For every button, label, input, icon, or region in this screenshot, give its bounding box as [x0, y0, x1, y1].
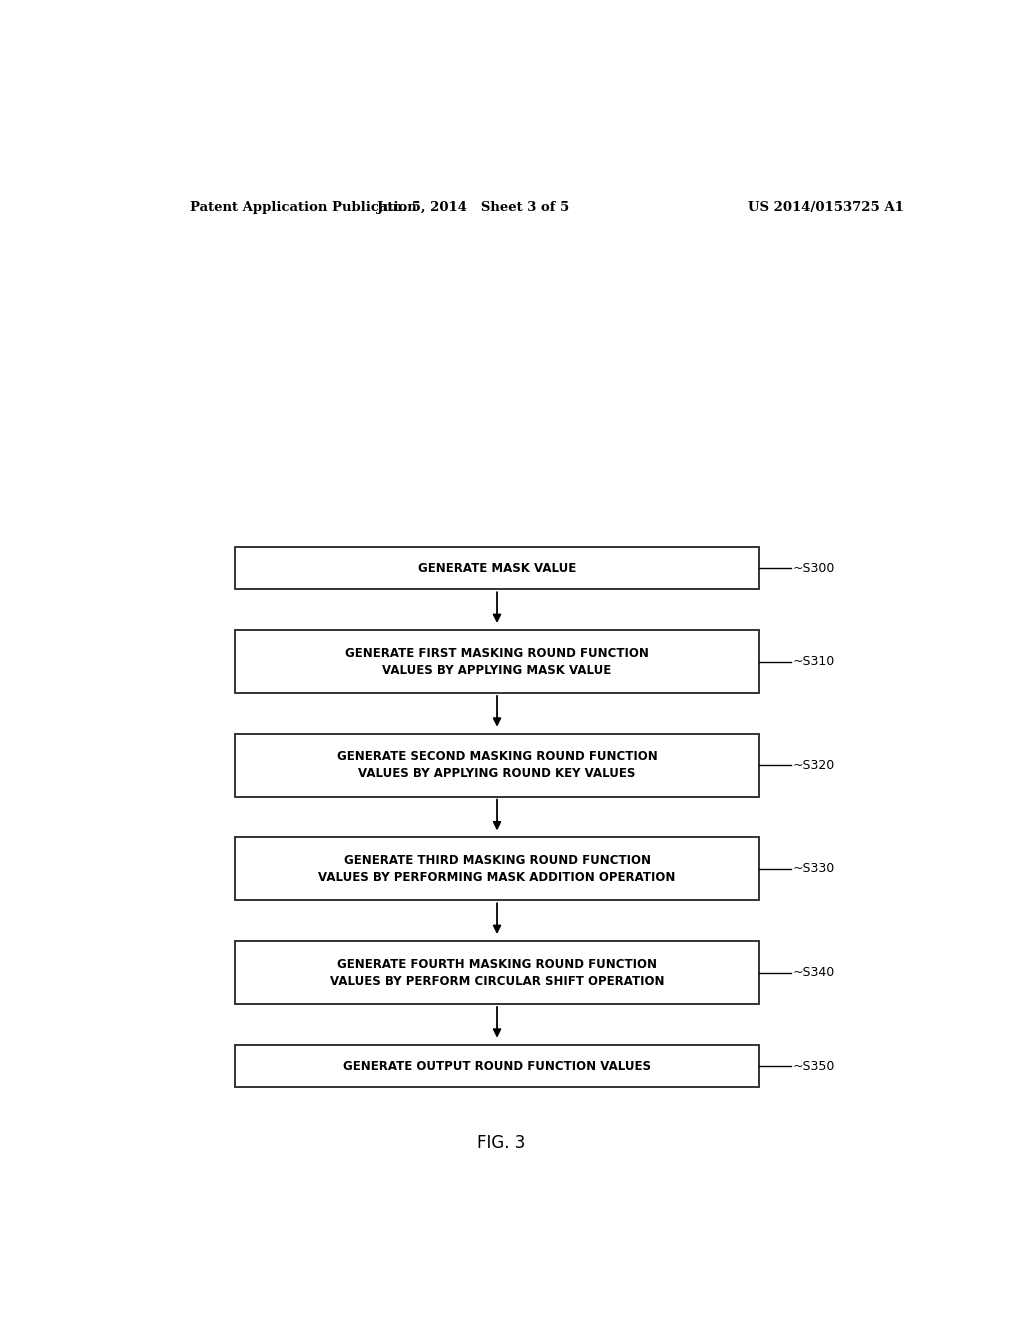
Bar — [236, 546, 759, 589]
Bar — [236, 1044, 759, 1088]
Text: FIG. 3: FIG. 3 — [477, 1134, 525, 1152]
Bar — [236, 837, 759, 900]
Text: GENERATE OUTPUT ROUND FUNCTION VALUES: GENERATE OUTPUT ROUND FUNCTION VALUES — [343, 1060, 651, 1073]
Text: Patent Application Publication: Patent Application Publication — [189, 201, 417, 214]
Bar — [236, 630, 759, 693]
Text: GENERATE MASK VALUE: GENERATE MASK VALUE — [418, 561, 577, 574]
Text: ~S350: ~S350 — [793, 1060, 836, 1073]
Text: GENERATE THIRD MASKING ROUND FUNCTION
VALUES BY PERFORMING MASK ADDITION OPERATI: GENERATE THIRD MASKING ROUND FUNCTION VA… — [318, 854, 676, 884]
Text: ~S340: ~S340 — [793, 966, 836, 979]
Text: Jun. 5, 2014   Sheet 3 of 5: Jun. 5, 2014 Sheet 3 of 5 — [377, 201, 569, 214]
Text: ~S330: ~S330 — [793, 862, 836, 875]
Bar — [236, 941, 759, 1005]
Text: GENERATE FOURTH MASKING ROUND FUNCTION
VALUES BY PERFORM CIRCULAR SHIFT OPERATIO: GENERATE FOURTH MASKING ROUND FUNCTION V… — [330, 957, 665, 987]
Bar — [236, 734, 759, 797]
Text: GENERATE SECOND MASKING ROUND FUNCTION
VALUES BY APPLYING ROUND KEY VALUES: GENERATE SECOND MASKING ROUND FUNCTION V… — [337, 750, 657, 780]
Text: US 2014/0153725 A1: US 2014/0153725 A1 — [749, 201, 904, 214]
Text: ~S300: ~S300 — [793, 561, 836, 574]
Text: ~S310: ~S310 — [793, 655, 836, 668]
Text: GENERATE FIRST MASKING ROUND FUNCTION
VALUES BY APPLYING MASK VALUE: GENERATE FIRST MASKING ROUND FUNCTION VA… — [345, 647, 649, 677]
Text: ~S320: ~S320 — [793, 759, 836, 772]
